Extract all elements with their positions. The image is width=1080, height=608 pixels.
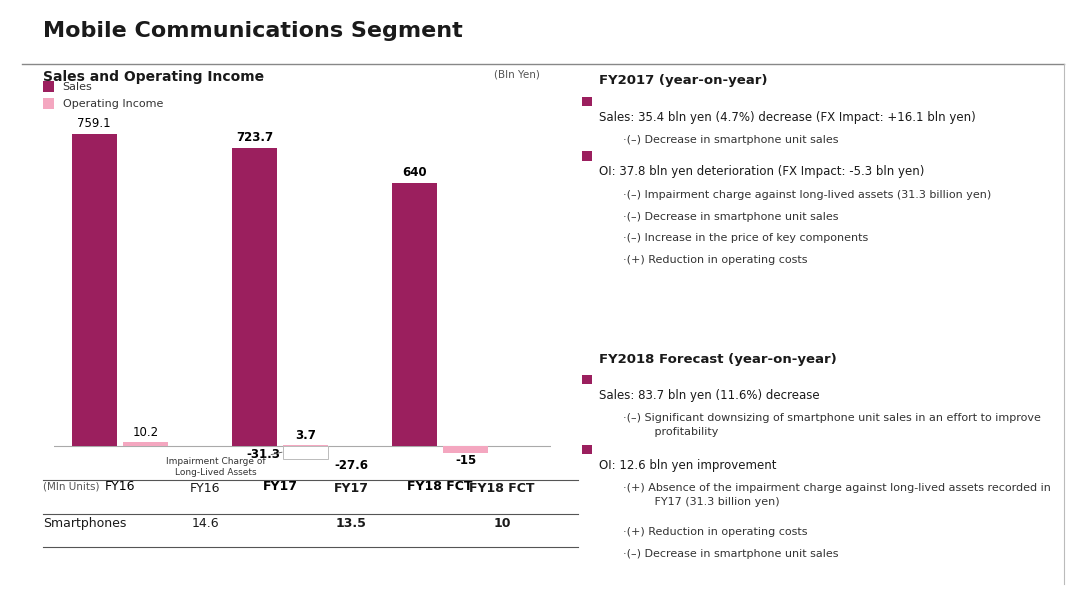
Text: ·(–) Decrease in smartphone unit sales: ·(–) Decrease in smartphone unit sales [623,549,839,559]
Text: 640: 640 [402,166,427,179]
Text: 723.7: 723.7 [235,131,273,144]
Text: OI: 37.8 bln yen deterioration (FX Impact: -5.3 bln yen): OI: 37.8 bln yen deterioration (FX Impac… [599,165,924,178]
Text: ·(+) Reduction in operating costs: ·(+) Reduction in operating costs [623,527,808,537]
Text: FY18 FCT: FY18 FCT [470,482,535,494]
Bar [123,442,167,446]
Text: OI: 12.6 bln yen improvement: OI: 12.6 bln yen improvement [599,459,777,472]
Bar [283,446,328,459]
Text: -27.6: -27.6 [335,460,368,472]
Text: -31.3: -31.3 [246,449,280,461]
Text: 10: 10 [494,517,511,530]
Text: -15: -15 [456,454,476,467]
Text: Sales: 83.7 bln yen (11.6%) decrease: Sales: 83.7 bln yen (11.6%) decrease [599,389,820,402]
Text: ·(–) Decrease in smartphone unit sales: ·(–) Decrease in smartphone unit sales [623,212,839,221]
Text: Sales: Sales [63,82,93,92]
Text: 10.2: 10.2 [132,426,159,439]
Text: Mobile Communications Segment: Mobile Communications Segment [43,21,463,41]
Text: ·(–) Impairment charge against long-lived assets (31.3 billion yen): ·(–) Impairment charge against long-live… [623,190,991,199]
Text: FY2018 Forecast (year-on-year): FY2018 Forecast (year-on-year) [599,353,837,365]
Text: FY2017 (year-on-year): FY2017 (year-on-year) [599,74,768,87]
Text: 3.7: 3.7 [295,429,316,443]
Text: 13.5: 13.5 [336,517,366,530]
Text: ·(–) Decrease in smartphone unit sales: ·(–) Decrease in smartphone unit sales [623,135,839,145]
Text: 14.6: 14.6 [191,517,219,530]
Bar [232,148,276,446]
Bar [444,446,488,452]
Text: FY17: FY17 [262,480,297,493]
Text: FY18 FCT: FY18 FCT [407,480,473,493]
Bar [392,183,437,446]
Text: (Bln Yen): (Bln Yen) [495,69,540,79]
Text: ·(+) Reduction in operating costs: ·(+) Reduction in operating costs [623,255,808,265]
Text: Smartphones: Smartphones [43,517,126,530]
Text: Sales and Operating Income: Sales and Operating Income [43,70,265,84]
Text: (Mln Units): (Mln Units) [43,482,99,491]
Bar [71,134,117,446]
Text: ·(–) Significant downsizing of smartphone unit sales in an effort to improve
   : ·(–) Significant downsizing of smartphon… [623,413,1041,437]
Text: ·(+) Absence of the impairment charge against long-lived assets recorded in
    : ·(+) Absence of the impairment charge ag… [623,483,1051,506]
Text: Sales: 35.4 bln yen (4.7%) decrease (FX Impact: +16.1 bln yen): Sales: 35.4 bln yen (4.7%) decrease (FX … [599,111,976,123]
Text: FY16: FY16 [105,480,135,493]
Text: Operating Income: Operating Income [63,99,163,109]
Text: FY16: FY16 [190,482,220,494]
Text: ·(–) Increase in the price of key components: ·(–) Increase in the price of key compon… [623,233,868,243]
Bar [283,445,328,446]
Text: 759.1: 759.1 [78,117,111,130]
Text: Impairment Charge of
Long-Lived Assets: Impairment Charge of Long-Lived Assets [166,452,282,477]
Text: FY17: FY17 [334,482,368,494]
